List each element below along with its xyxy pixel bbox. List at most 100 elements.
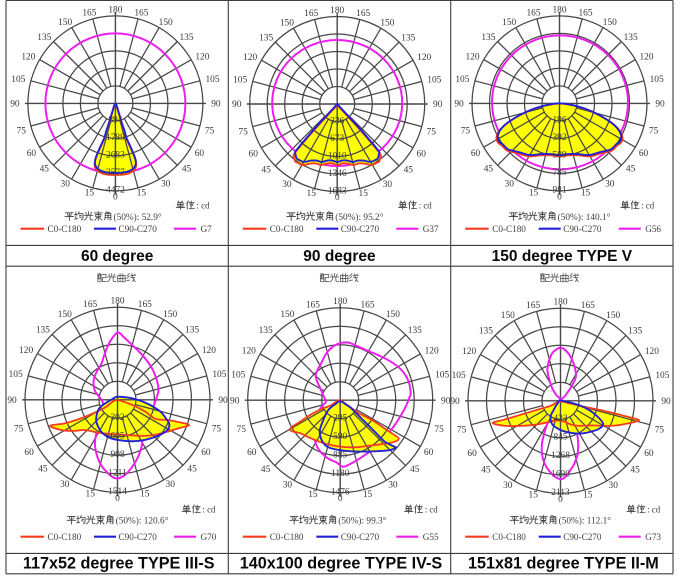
svg-text:(50%): 99.3°: (50%): 99.3° [338,516,386,527]
svg-text:0: 0 [558,495,563,505]
svg-text:45: 45 [261,465,271,475]
svg-text:196: 196 [552,116,566,126]
svg-text:G7: G7 [201,224,213,234]
svg-text:60: 60 [471,149,481,159]
svg-text:C90-C270: C90-C270 [119,224,158,234]
svg-text:(50%): 120.6°: (50%): 120.6° [116,516,169,527]
svg-text:1268: 1268 [551,451,570,461]
svg-text:15: 15 [363,490,373,500]
svg-text:60: 60 [424,448,434,458]
svg-text:590: 590 [333,432,347,442]
svg-text:180: 180 [108,5,122,15]
svg-text:30: 30 [605,179,615,189]
svg-text:90 degree: 90 degree [303,248,376,265]
svg-text:1690: 1690 [551,470,570,480]
svg-text:135: 135 [179,33,193,43]
svg-text:(50%): 112.1°: (50%): 112.1° [559,516,612,527]
svg-text:165: 165 [526,301,540,311]
svg-text:1476: 1476 [331,488,350,498]
svg-text:105: 105 [427,76,441,86]
svg-text:30: 30 [503,481,513,491]
svg-text:165: 165 [526,8,540,18]
svg-text:135: 135 [36,326,50,336]
svg-text:15: 15 [583,491,593,501]
svg-text:135: 135 [624,33,638,43]
svg-text:120: 120 [202,346,216,356]
svg-text:165: 165 [306,300,320,310]
svg-text:: cd: : cd [647,505,661,515]
svg-text:60: 60 [417,150,427,160]
svg-text:423: 423 [553,414,567,424]
svg-text:150: 150 [159,18,173,28]
svg-text:30: 30 [505,179,515,189]
svg-text:105: 105 [9,370,23,380]
svg-text:135: 135 [479,327,493,337]
svg-text:30: 30 [383,180,393,190]
svg-text:336: 336 [330,116,344,126]
svg-text:120: 120 [425,347,439,357]
svg-text:105: 105 [11,75,25,85]
svg-text:90: 90 [218,396,228,406]
svg-text:60: 60 [27,149,37,159]
svg-text:45: 45 [481,466,491,476]
svg-text:60: 60 [249,150,259,160]
svg-text:150: 150 [58,310,72,320]
svg-text:30: 30 [609,481,619,491]
svg-text:45: 45 [626,165,636,175]
svg-text:0: 0 [557,192,562,202]
svg-text:15: 15 [140,490,150,500]
svg-text:105: 105 [655,371,669,381]
svg-text:60: 60 [24,448,34,458]
svg-text:90: 90 [441,396,451,406]
svg-text:117x52 degree TYPE III-S: 117x52 degree TYPE III-S [23,554,215,572]
svg-text:165: 165 [138,300,152,310]
svg-text:0: 0 [335,193,340,203]
svg-text:C0-C180: C0-C180 [48,224,82,234]
svg-text:30: 30 [61,179,71,189]
svg-text:45: 45 [38,465,48,475]
svg-text:150: 150 [606,311,620,321]
svg-text:845: 845 [553,433,567,443]
svg-text:180: 180 [330,6,344,16]
svg-text:150: 150 [163,310,177,320]
svg-text:2683: 2683 [106,151,125,161]
svg-text:150: 150 [501,311,515,321]
svg-text:15: 15 [529,189,539,199]
svg-text:165: 165 [360,300,374,310]
svg-text:60: 60 [247,448,257,458]
svg-text:: cd: : cd [425,505,439,515]
svg-text:15: 15 [308,490,318,500]
svg-text:G70: G70 [201,532,217,542]
svg-text:90: 90 [230,396,240,406]
svg-text:75: 75 [649,127,659,137]
svg-text:: cd: : cd [641,201,655,211]
svg-text:150: 150 [603,18,617,28]
svg-text:60: 60 [201,448,211,458]
svg-text:120: 120 [21,52,35,62]
svg-text:90: 90 [10,100,20,110]
svg-text:673: 673 [330,134,344,144]
svg-text:45: 45 [40,165,50,175]
svg-text:981: 981 [552,186,566,196]
svg-text:1683: 1683 [328,186,347,196]
svg-text:45: 45 [630,466,640,476]
svg-text:105: 105 [205,75,219,85]
svg-text:120: 120 [639,52,653,62]
svg-text:105: 105 [231,371,245,381]
svg-text:180: 180 [333,297,347,307]
svg-text:90: 90 [211,100,221,110]
svg-text:165: 165 [578,8,592,18]
svg-text:120: 120 [465,52,479,62]
svg-text:: cd: : cd [419,201,433,211]
svg-text:150: 150 [280,310,294,320]
svg-text:120: 120 [242,347,256,357]
svg-text:: cd: : cd [202,505,216,515]
svg-text:90: 90 [661,397,671,407]
svg-text:60: 60 [639,149,649,159]
svg-text:180: 180 [110,297,124,307]
svg-text:C0-C180: C0-C180 [492,224,526,234]
svg-text:105: 105 [435,371,449,381]
svg-text:60: 60 [467,449,477,459]
svg-text:30: 30 [166,480,176,490]
svg-text:105: 105 [233,76,247,86]
